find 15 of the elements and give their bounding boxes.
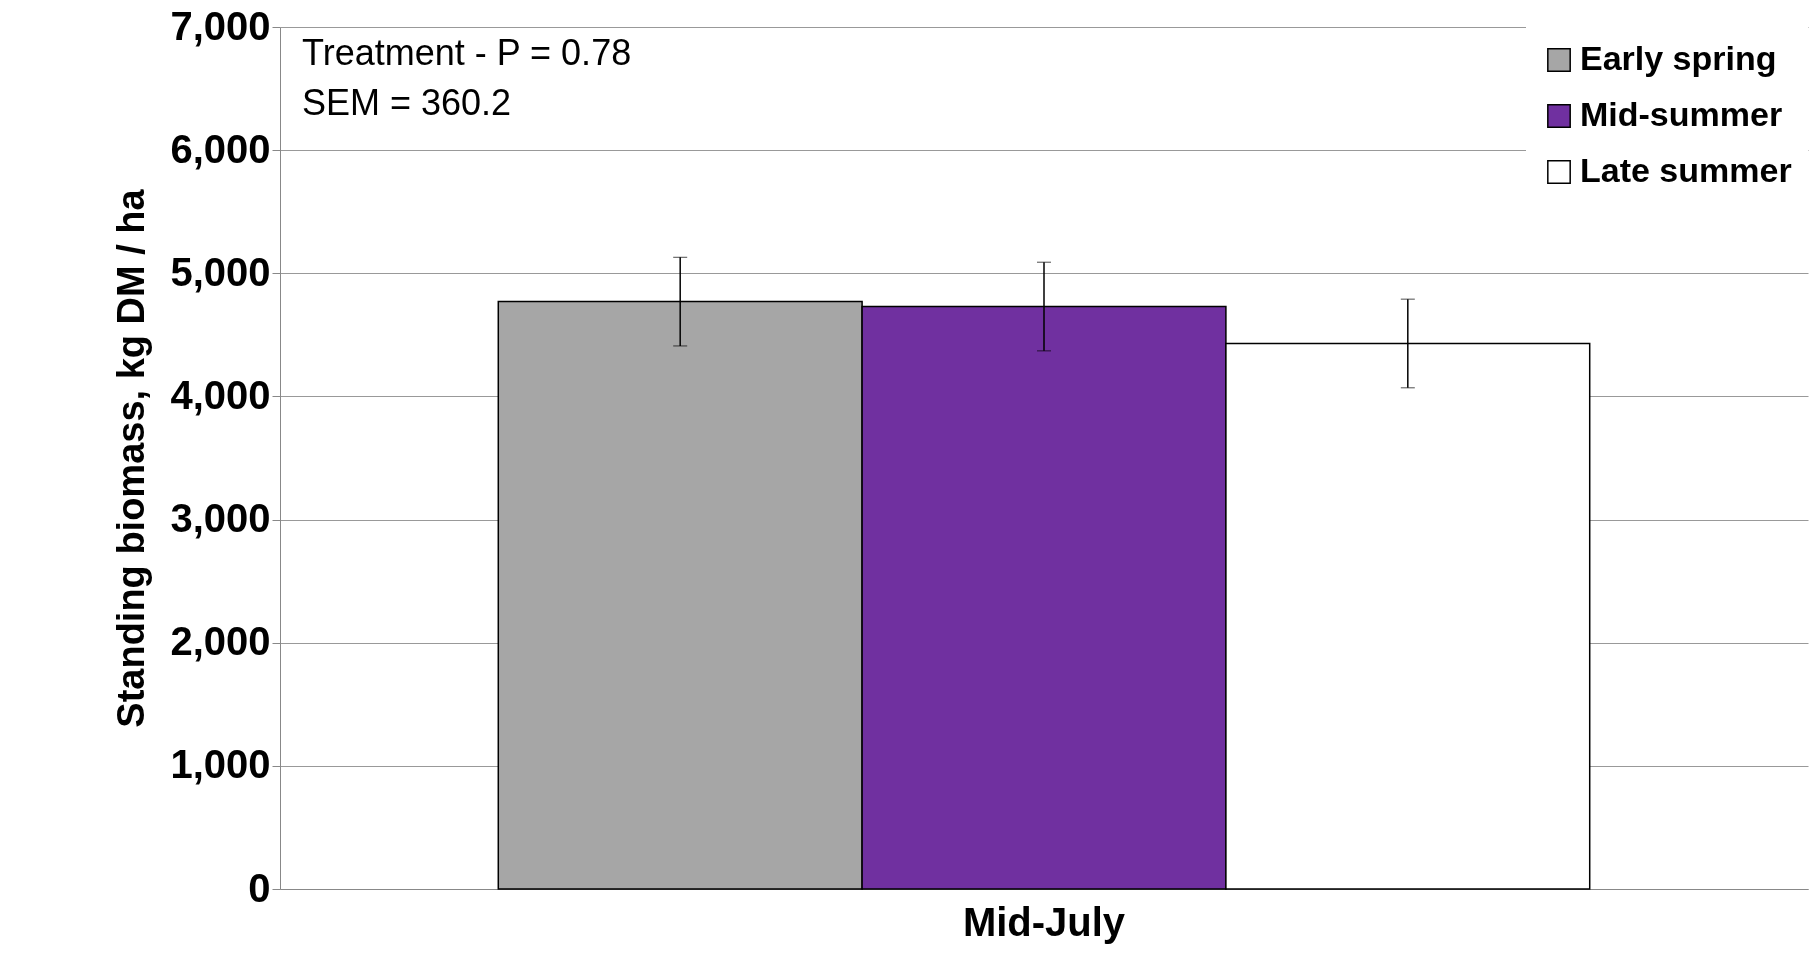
legend-label: Mid-summer <box>1580 95 1783 133</box>
annotation: Treatment - P = 0.78 <box>302 32 632 73</box>
y-tick-label: 4,000 <box>170 372 271 417</box>
y-tick-label: 5,000 <box>170 249 271 294</box>
y-tick-label: 3,000 <box>170 496 271 541</box>
legend-label: Late summer <box>1580 151 1792 189</box>
y-axis-title: Standing biomass, kg DM / ha <box>110 188 153 728</box>
y-tick-label: 6,000 <box>170 126 271 171</box>
annotation: SEM = 360.2 <box>302 82 512 123</box>
legend-label: Early spring <box>1580 39 1777 77</box>
y-tick-label: 1,000 <box>170 742 271 787</box>
x-tick-label: Mid-July <box>962 899 1126 944</box>
y-tick-label: 0 <box>248 865 271 910</box>
y-tick-label: 2,000 <box>170 619 271 664</box>
y-tick-label: 7,000 <box>170 3 271 48</box>
